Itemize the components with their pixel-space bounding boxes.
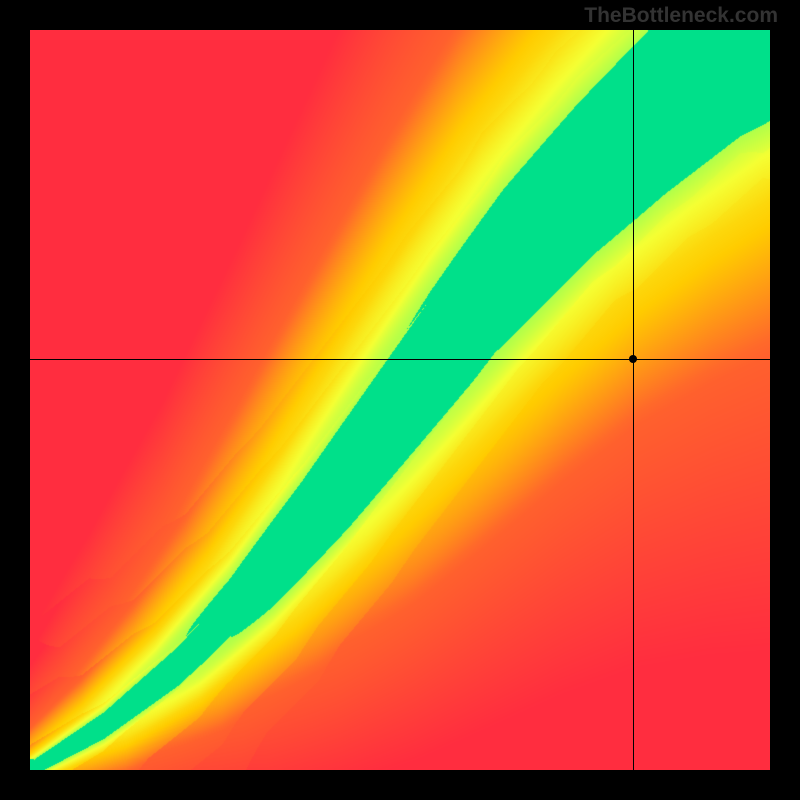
crosshair-horizontal <box>30 359 770 360</box>
selection-marker <box>629 355 637 363</box>
bottleneck-heatmap <box>30 30 770 770</box>
heatmap-canvas <box>30 30 770 770</box>
crosshair-vertical <box>633 30 634 770</box>
watermark-text: TheBottleneck.com <box>584 4 778 28</box>
